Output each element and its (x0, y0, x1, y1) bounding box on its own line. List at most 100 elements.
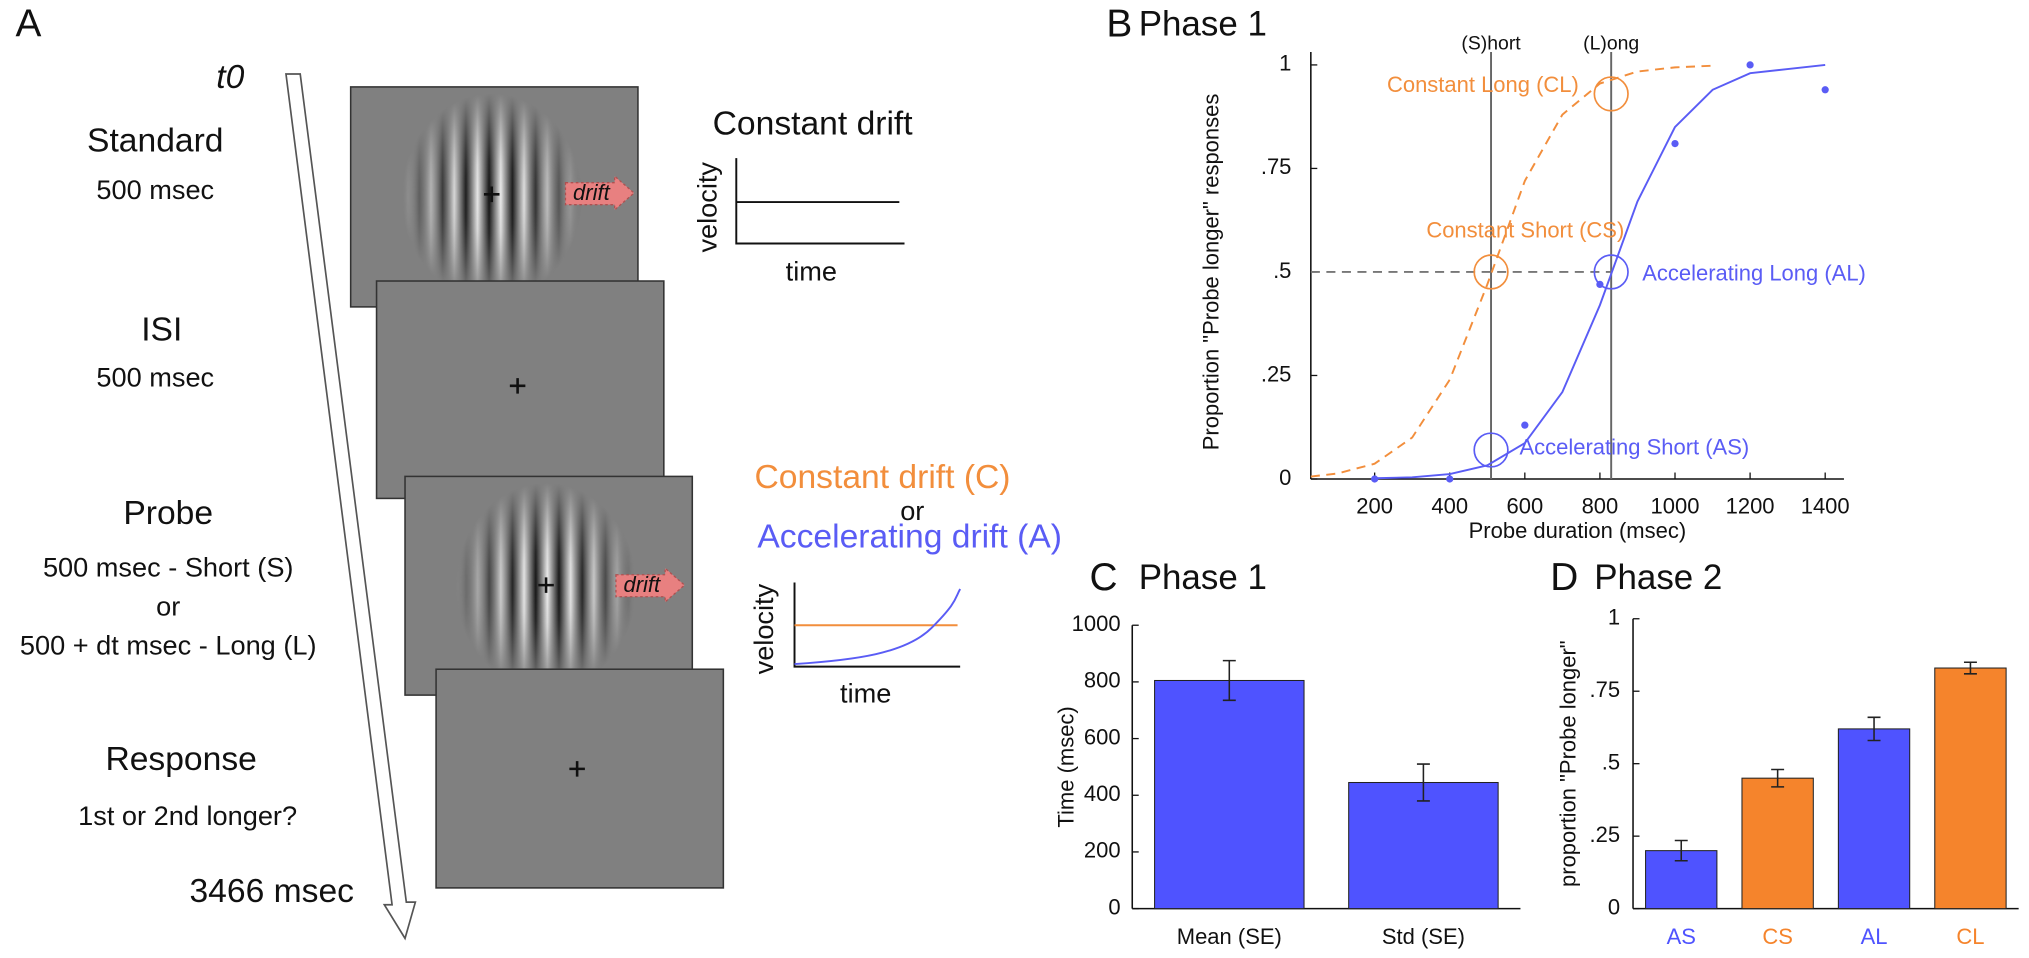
bar (1348, 781, 1499, 910)
chart-title: Phase 1 (1139, 558, 1267, 597)
drift-arrow (564, 174, 636, 212)
fixation-crosses (483, 186, 585, 777)
inset-or: or (900, 495, 924, 526)
marker-label: Constant Long (CL) (1387, 72, 1579, 97)
inset-axes (735, 158, 905, 245)
stage-title: Response (105, 741, 256, 778)
inset-xlabel: time (786, 255, 837, 286)
stage-detail: 1st or 2nd longer? (78, 800, 297, 831)
error-bar (1674, 839, 1688, 862)
marker-label: Accelerating Short (AS) (1520, 435, 1750, 460)
data-point (1521, 421, 1529, 429)
panel-label: C (1090, 556, 1118, 599)
drift-label: drift (623, 572, 661, 597)
bar (1837, 728, 1911, 910)
error-bar (1416, 763, 1430, 802)
y-tick-label: 0 (1108, 894, 1120, 919)
panel-label: B (1106, 2, 1132, 45)
end-label: 3466 msec (189, 873, 353, 910)
time-arrow (285, 73, 417, 941)
error-bar (1963, 661, 1977, 675)
x-tick-label: CS (1762, 924, 1793, 949)
x-axis-label: Probe duration (msec) (1469, 518, 1687, 543)
marker-circle (1593, 76, 1629, 112)
inset-ylabel: velocity (691, 162, 722, 253)
x-tick-label: AS (1667, 924, 1696, 949)
stage-detail: or (156, 591, 180, 622)
data-point (1371, 475, 1379, 483)
stage-texts: Standard 500 msec ISI 500 msec Probe 500… (20, 122, 317, 831)
stage-detail: 500 msec - Short (S) (43, 552, 294, 583)
inset-title: Constant drift (713, 106, 914, 143)
x-tick-label: Mean (SE) (1177, 924, 1282, 949)
screen (375, 280, 665, 500)
marker-circle (1473, 254, 1509, 290)
x-tick-label: 800 (1582, 493, 1619, 518)
data-point (1671, 139, 1679, 148)
stage-detail: 500 msec (96, 362, 214, 393)
inset-xlabel: time (840, 677, 891, 708)
marker-circle (1473, 432, 1509, 468)
y-tick-label: 1 (1279, 51, 1291, 76)
fixation (483, 186, 585, 777)
data-point (1446, 475, 1454, 483)
panel-label: A (16, 2, 42, 45)
screens (349, 86, 725, 889)
drift-label: drift (573, 180, 611, 205)
x-tick-label: 600 (1506, 493, 1543, 518)
inset-curve (794, 588, 961, 666)
start-label: t0 (216, 59, 244, 96)
bar (1154, 679, 1305, 910)
y-tick-label: 600 (1084, 724, 1121, 749)
error-bar (1867, 716, 1881, 742)
data-point (1821, 86, 1829, 94)
x-tick-label: 400 (1431, 493, 1468, 518)
curve (1374, 63, 1826, 480)
screen (435, 668, 725, 889)
y-tick-label: .5 (1273, 258, 1291, 283)
x-tick-label: CL (1956, 924, 1984, 949)
marker-label: Constant Short (CS) (1426, 218, 1624, 243)
bar (1934, 667, 2007, 910)
curve (1310, 64, 1713, 478)
inset-title: Accelerating drift (A) (757, 518, 1062, 555)
y-axis-label: Proportion "Probe longer" responses (1198, 94, 1223, 451)
x-tick-label: 200 (1356, 493, 1393, 518)
panel-label: D (1550, 556, 1578, 599)
y-tick-label: .75 (1261, 154, 1292, 179)
y-tick-label: 1 (1608, 605, 1620, 630)
y-tick-label: 1000 (1072, 611, 1121, 636)
bar (1741, 777, 1814, 910)
y-tick-label: 800 (1084, 668, 1121, 693)
stage-title: ISI (141, 311, 182, 348)
y-tick-label: 400 (1084, 781, 1121, 806)
marker-circle (1593, 254, 1629, 290)
y-tick-label: 0 (1608, 894, 1620, 919)
x-tick-label: 1200 (1726, 493, 1775, 518)
y-axis-label: proportion "Probe longer" (1555, 640, 1580, 887)
y-tick-label: .25 (1590, 822, 1621, 847)
y-tick-label: .25 (1261, 361, 1292, 386)
inset-title: Constant drift (C) (755, 459, 1011, 496)
y-tick-label: 0 (1279, 465, 1291, 490)
reference-label: (L)ong (1583, 32, 1639, 54)
marker-label: Accelerating Long (AL) (1642, 260, 1866, 285)
x-tick-label: 1000 (1651, 493, 1700, 518)
y-tick-label: 200 (1084, 838, 1121, 863)
stage-detail: 500 + dt msec - Long (L) (20, 629, 317, 660)
error-bar (1222, 659, 1236, 702)
x-tick-label: AL (1861, 924, 1888, 949)
x-tick-label: 1400 (1801, 493, 1850, 518)
y-tick-label: .5 (1602, 749, 1620, 774)
reference-label: (S)hort (1461, 32, 1521, 54)
stage-detail: 500 msec (96, 174, 214, 205)
inset-axes (793, 582, 961, 668)
y-tick-label: .75 (1590, 677, 1621, 702)
chart-title: Phase 2 (1594, 558, 1722, 597)
inset-ylabel: velocity (748, 583, 779, 674)
data-point (1746, 61, 1754, 69)
stage-title: Standard (87, 122, 223, 159)
stage-title: Probe (123, 495, 213, 532)
drift-arrow (615, 566, 686, 604)
